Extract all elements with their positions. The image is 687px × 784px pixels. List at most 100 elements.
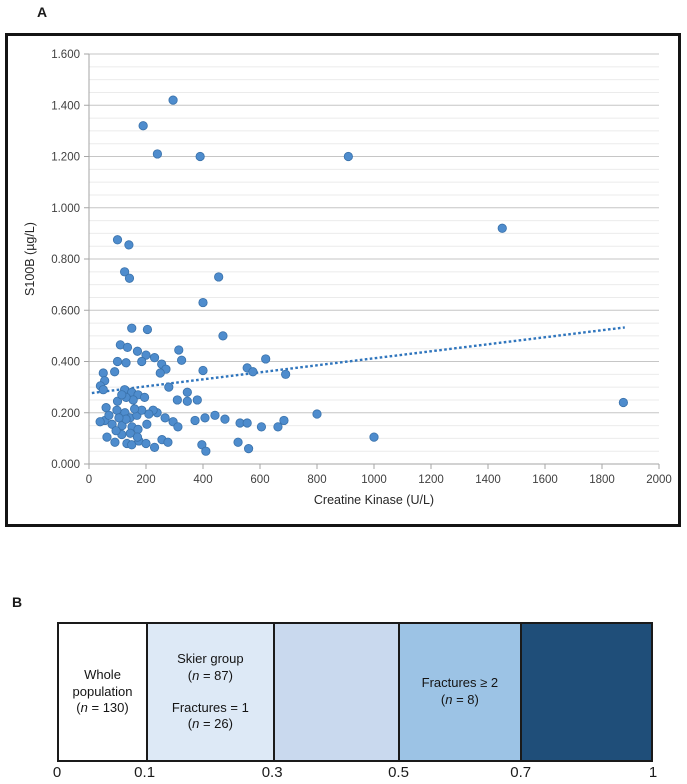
band-segment-label-line: Fractures ≥ 2	[421, 675, 499, 691]
x-tick-label: 1400	[475, 474, 501, 486]
scatter-point	[120, 267, 130, 277]
scatter-point	[233, 437, 243, 447]
scatter-point	[114, 413, 124, 423]
scatter-point	[173, 422, 183, 432]
band-segment-2	[272, 624, 399, 760]
y-tick-label: 0.800	[51, 254, 80, 266]
scatter-point	[112, 235, 123, 245]
band-segment-3: Fractures ≥ 2 (n = 8)	[398, 624, 520, 760]
y-tick-label: 0.600	[51, 305, 80, 317]
scatter-point	[133, 424, 143, 435]
scatter-point	[112, 396, 123, 406]
band-axis-tick-label: 1	[648, 764, 658, 781]
scatter-point	[98, 385, 108, 395]
scatter-point	[121, 358, 131, 368]
scatter-point	[256, 422, 267, 432]
scatter-point	[124, 240, 134, 250]
scatter-point	[104, 410, 114, 420]
band-segment-1: Skier group (n = 87) Fractures = 1 (n = 26)	[146, 624, 273, 760]
scatter-chart: 0.000 0.200 0.400 0.600 0.800 1.000 1.200 1.400…	[23, 49, 672, 507]
scatter-point	[149, 353, 160, 363]
scatter-point	[160, 413, 170, 423]
scatter-point	[137, 356, 147, 367]
scatter-point	[125, 428, 135, 438]
scatter-point	[111, 426, 121, 436]
scatter-point	[163, 437, 173, 447]
scatter-point	[201, 446, 211, 456]
scatter-point	[95, 417, 105, 427]
scatter-point	[142, 419, 152, 429]
scatter-point	[343, 151, 353, 162]
band-segment-label-line: Whole	[84, 666, 121, 682]
dotted-trendline	[91, 326, 625, 395]
x-tick-label: 1200	[418, 474, 444, 486]
scatter-point	[182, 396, 192, 406]
scatter-point	[618, 397, 628, 408]
band-segment-label-line: (n = 26)	[187, 716, 233, 732]
scatter-point	[132, 346, 143, 356]
scatter-point	[142, 324, 153, 335]
scatter-point	[198, 365, 208, 376]
scatter-point	[198, 297, 208, 308]
scatter-point	[127, 440, 137, 450]
band-segment-label-line: Skier group	[177, 650, 244, 666]
scatter-point	[155, 368, 165, 378]
scatter-point	[279, 415, 289, 426]
scatter-point	[220, 414, 230, 424]
scatter-point	[122, 342, 133, 353]
population-band-axis: 0 0.1 0.3 0.5 0.7 1	[53, 764, 657, 784]
scatter-point	[127, 323, 137, 333]
scatter-point	[149, 442, 160, 452]
y-axis-title: S100B (µg/L)	[23, 222, 37, 296]
x-tick-label: 800	[307, 474, 326, 486]
scatter-point	[112, 405, 122, 415]
panel-a-label: A	[37, 4, 48, 20]
band-segment-label-line: (n = 130)	[76, 700, 129, 716]
band-segment-label-line: (n = 8)	[440, 692, 479, 707]
scatter-point	[192, 395, 202, 405]
x-tick-label: 200	[136, 474, 155, 486]
scatter-point	[110, 367, 120, 377]
y-tick-label: 1.200	[51, 152, 80, 164]
scatter-point	[261, 354, 271, 364]
x-tick-label: 2000	[646, 474, 672, 486]
y-tick-label: 0.400	[51, 357, 80, 369]
scatter-points	[95, 95, 628, 456]
scatter-point	[312, 409, 322, 419]
scatter-point	[281, 369, 291, 379]
scatter-point	[242, 418, 252, 428]
band-segment-label-line: (n = 87)	[187, 667, 233, 683]
scatter-point	[168, 95, 178, 105]
scatter-point	[117, 390, 127, 400]
scatter-point	[139, 392, 150, 402]
scatter-point	[248, 367, 258, 377]
panel-a-figure-box: 0.000 0.200 0.400 0.600 0.800 1.000 1.200 1.400…	[5, 33, 681, 527]
x-tick-label: 0	[86, 474, 92, 486]
scatter-point	[141, 350, 151, 360]
scatter-point	[164, 382, 174, 392]
x-tick-label: 1800	[589, 474, 615, 486]
band-segment-0: Whole population (n = 130)	[59, 624, 147, 760]
scatter-point	[244, 444, 254, 454]
scatter-point	[182, 387, 192, 397]
scatter-point	[172, 395, 182, 405]
x-tick-label: 600	[250, 474, 269, 486]
scatter-point	[112, 356, 123, 367]
y-tick-label: 0.000	[51, 459, 80, 471]
scatter-point	[102, 432, 112, 442]
scatter-point	[195, 151, 205, 162]
scatter-point	[369, 432, 379, 442]
trendline	[91, 326, 625, 395]
scatter-point	[130, 404, 140, 414]
scatter-point	[218, 331, 228, 341]
scatter-point	[141, 438, 151, 449]
x-tick-label: 400	[193, 474, 212, 486]
scatter-point	[497, 223, 507, 233]
y-tick-label: 1.400	[51, 100, 80, 112]
x-tick-label: 1600	[532, 474, 558, 486]
scatter-point	[101, 403, 111, 413]
x-tick-label: 1000	[361, 474, 387, 486]
scatter-point	[110, 437, 120, 447]
y-tick-label: 0.200	[51, 408, 80, 420]
